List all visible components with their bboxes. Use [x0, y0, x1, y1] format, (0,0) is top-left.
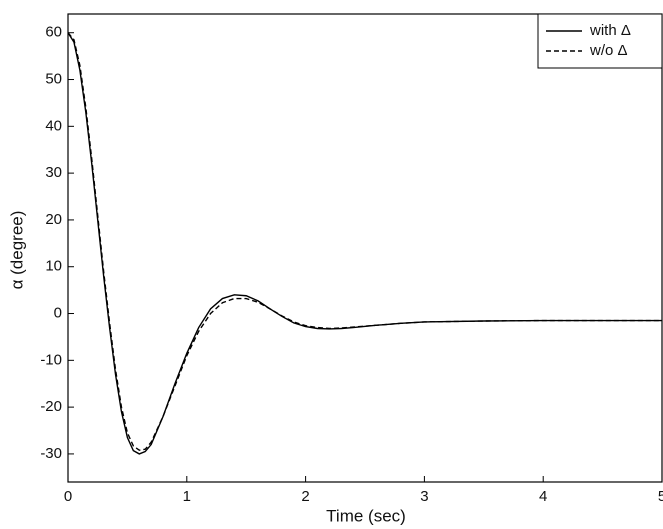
legend-label: with Δ — [589, 22, 631, 39]
x-axis-label: Time (sec) — [326, 506, 406, 525]
x-tick-label: 1 — [183, 488, 191, 505]
plot-frame — [67, 13, 663, 483]
x-tick-label: 3 — [420, 488, 428, 505]
y-tick-label: 40 — [45, 117, 62, 134]
y-tick-label: -10 — [40, 351, 62, 368]
x-tick-label: 5 — [658, 488, 663, 505]
y-tick-label: -30 — [40, 445, 62, 462]
y-tick-label: 30 — [45, 164, 62, 181]
y-axis-label: α (degree) — [7, 211, 26, 290]
series-line — [67, 32, 662, 455]
legend-box — [537, 13, 663, 69]
y-tick-label: 50 — [45, 70, 62, 87]
y-tick-label: 60 — [45, 24, 62, 41]
x-tick-label: 2 — [301, 488, 309, 505]
y-tick-label: 10 — [45, 258, 62, 275]
y-tick-label: 20 — [45, 211, 62, 228]
y-tick-label: 0 — [54, 304, 62, 321]
y-tick-label: -20 — [40, 398, 62, 415]
x-tick-label: 4 — [539, 488, 547, 505]
x-tick-label: 0 — [64, 488, 72, 505]
legend-label: w/o Δ — [589, 42, 628, 59]
series-line — [67, 32, 662, 451]
